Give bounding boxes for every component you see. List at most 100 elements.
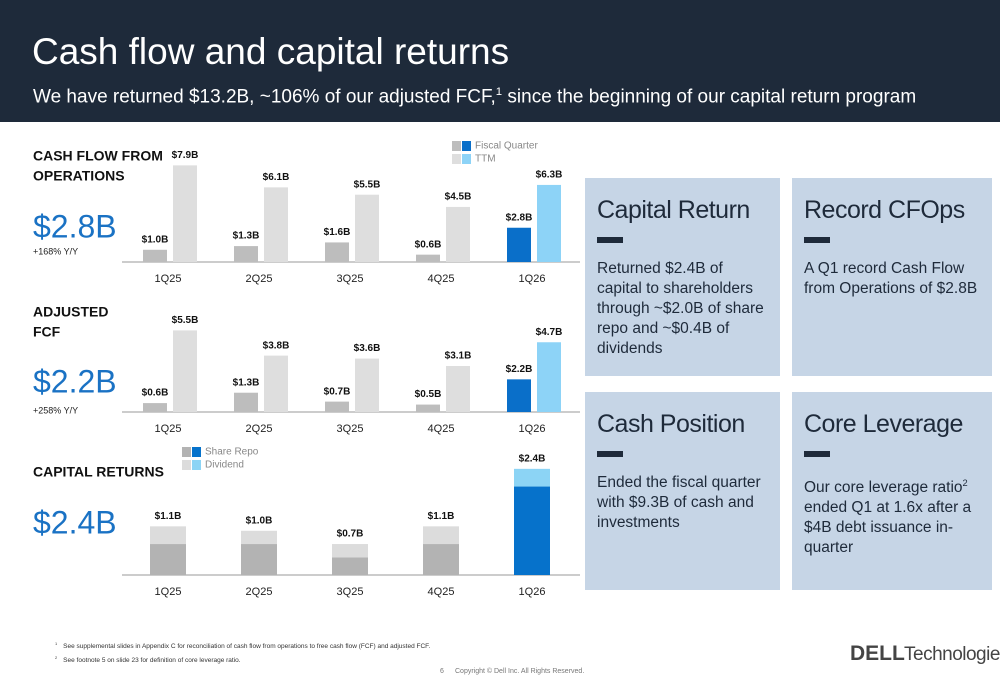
bar-segment — [514, 486, 550, 575]
subtitle: We have returned $13.2B, ~106% of our ad… — [33, 86, 916, 108]
bar-segment — [423, 544, 459, 575]
footnote-mark: 1 — [55, 641, 58, 646]
category-label: 1Q26 — [519, 586, 546, 598]
copyright: Copyright © Dell Inc. All Rights Reserve… — [455, 667, 584, 675]
card: Cash Position Ended the fiscal quarter wi… — [585, 392, 780, 590]
card-dash — [804, 451, 830, 457]
card-text-part: Returned $2.4B of capital to shareholder… — [597, 260, 764, 357]
legend-label: TTM — [475, 154, 496, 165]
bar-segment — [241, 544, 277, 575]
total-label: $1.0B — [246, 515, 273, 526]
value-label: $5.5B — [354, 179, 381, 190]
value-label: $6.3B — [536, 170, 563, 181]
card-title: Record CFOps — [804, 196, 965, 224]
value-label: $4.7B — [536, 327, 563, 338]
card-title: Capital Return — [597, 196, 750, 224]
logo-brand: DELL — [850, 642, 905, 665]
total-label: $1.1B — [155, 511, 182, 522]
chart-title: FCF — [33, 324, 61, 340]
category-label: 2Q25 — [246, 423, 273, 435]
category-label: 4Q25 — [428, 423, 455, 435]
bar — [416, 404, 440, 412]
total-label: $2.4B — [519, 453, 546, 464]
bar — [446, 206, 470, 262]
category-label: 1Q25 — [155, 273, 182, 285]
card-text: A Q1 record Cash Flow from Operations of… — [804, 259, 980, 299]
bar — [537, 184, 561, 262]
card-title: Cash Position — [597, 410, 745, 438]
footnote-text: See supplemental slides in Appendix C fo… — [63, 643, 431, 651]
subtitle-note: 1 — [495, 86, 503, 98]
value-label: $3.8B — [263, 340, 290, 351]
chart-title: CAPITAL RETURNS — [33, 464, 164, 480]
card: Capital Return Returned $2.4B of capital … — [585, 178, 780, 376]
card-text: Ended the fiscal quarter with $9.3B of c… — [597, 473, 768, 533]
value-label: $0.6B — [415, 239, 442, 250]
bar-segment — [332, 544, 368, 558]
legend-swatch — [462, 141, 471, 151]
bar — [537, 342, 561, 412]
legend-swatch — [462, 154, 471, 164]
footnote: 2 See footnote 5 on slide 23 for definiti… — [55, 655, 241, 664]
value-label: $7.9B — [172, 150, 199, 161]
card-title: Core Leverage — [804, 410, 963, 438]
bar — [355, 194, 379, 262]
legend-swatch — [192, 447, 201, 457]
card-dash — [804, 237, 830, 243]
bar-segment — [241, 530, 277, 545]
subtitle-text: We have returned $13.2B, ~106% of our ad… — [33, 86, 496, 108]
footnote-ref: 2 — [962, 478, 968, 488]
value-label: $1.0B — [142, 234, 169, 245]
value-label: $0.6B — [142, 388, 169, 399]
value-label: $3.6B — [354, 343, 381, 354]
value-label: $2.2B — [506, 364, 533, 375]
card-text-part: Ended the fiscal quarter with $9.3B of c… — [597, 474, 761, 531]
bar — [355, 358, 379, 412]
footnote-text: See footnote 5 on slide 23 for definitio… — [63, 657, 241, 665]
value-label: $1.3B — [233, 231, 260, 242]
headline: $2.8B — [33, 208, 117, 244]
bar-segment — [150, 526, 186, 545]
card-text-part: Our core leverage ratio — [804, 479, 963, 497]
category-label: 2Q25 — [246, 273, 273, 285]
value-label: $0.7B — [324, 386, 351, 397]
bar — [416, 254, 440, 262]
card: Record CFOps A Q1 record Cash Flow from O… — [792, 178, 992, 376]
footnote-mark: 2 — [55, 655, 58, 660]
chart-title: OPERATIONS — [33, 168, 125, 184]
value-label: $1.6B — [324, 227, 351, 238]
category-label: 4Q25 — [428, 273, 455, 285]
value-label: $6.1B — [263, 172, 290, 183]
value-label: $2.8B — [506, 212, 533, 223]
card-dash — [597, 237, 623, 243]
bar — [264, 355, 288, 412]
category-label: 1Q25 — [155, 586, 182, 598]
bar — [173, 330, 197, 412]
bar — [507, 227, 531, 262]
logo-word: Technologies — [904, 644, 1000, 665]
category-label: 1Q26 — [519, 273, 546, 285]
legend-label: Dividend — [205, 460, 244, 471]
bar — [143, 249, 167, 262]
title: Cash flow and capital returns — [32, 31, 509, 72]
card-text: Returned $2.4B of capital to shareholder… — [597, 259, 768, 359]
category-label: 3Q25 — [337, 273, 364, 285]
total-label: $0.7B — [337, 529, 364, 540]
legend-swatch — [192, 460, 201, 470]
value-label: $4.5B — [445, 192, 472, 203]
chart-title: CASH FLOW FROM — [33, 148, 163, 164]
chart-title: ADJUSTED — [33, 304, 108, 320]
bar — [234, 392, 258, 412]
subtitle-text: since the beginning of our capital retur… — [502, 86, 917, 108]
category-label: 3Q25 — [337, 423, 364, 435]
change: +258% Y/Y — [33, 405, 78, 415]
card-text-part: ended Q1 at 1.6x after a $4B debt issuan… — [804, 499, 972, 557]
card: Core Leverage Our core leverage ratio2 en… — [792, 392, 992, 590]
legend-label: Fiscal Quarter — [475, 141, 538, 152]
card-dash — [597, 451, 623, 457]
page-number: 6 — [440, 668, 444, 675]
legend-swatch — [182, 447, 191, 457]
bar — [143, 403, 167, 412]
legend-label: Share Repo — [205, 447, 259, 458]
